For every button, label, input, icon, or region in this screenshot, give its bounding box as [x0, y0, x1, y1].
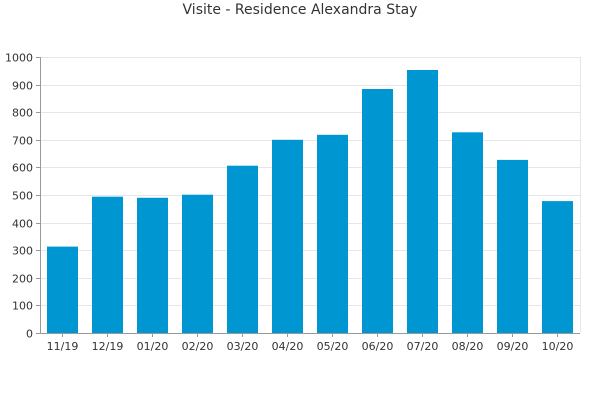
bar — [407, 70, 438, 333]
y-tick-label: 700 — [12, 135, 33, 148]
x-tick-label: 11/19 — [47, 340, 79, 353]
x-tick-label: 01/20 — [137, 340, 169, 353]
bar — [272, 139, 303, 333]
x-tick-label: 05/20 — [317, 340, 349, 353]
x-tick-label: 06/20 — [362, 340, 394, 353]
x-tick-label: 04/20 — [272, 340, 304, 353]
y-tick-label: 900 — [12, 80, 33, 93]
bar — [92, 196, 123, 333]
y-tick-label: 1000 — [5, 52, 33, 65]
bar — [182, 194, 213, 333]
bar — [362, 89, 393, 333]
y-tick-label: 100 — [12, 300, 33, 313]
y-tick-label: 200 — [12, 273, 33, 286]
bar — [542, 201, 573, 333]
y-tick-label: 600 — [12, 162, 33, 175]
bar — [452, 132, 483, 333]
bar — [497, 159, 528, 333]
y-tick-label: 0 — [26, 328, 33, 341]
x-tick-label: 12/19 — [92, 340, 124, 353]
x-tick-label: 03/20 — [227, 340, 259, 353]
x-tick-label: 02/20 — [182, 340, 214, 353]
y-tick-label: 300 — [12, 245, 33, 258]
y-tick-label: 500 — [12, 190, 33, 203]
chart-title: Visite - Residence Alexandra Stay — [182, 2, 418, 18]
bar — [47, 246, 78, 333]
y-tick-label: 800 — [12, 107, 33, 120]
x-tick-label: 08/20 — [452, 340, 484, 353]
x-tick-label: 09/20 — [497, 340, 529, 353]
y-tick-label: 400 — [12, 218, 33, 231]
bar — [317, 134, 348, 333]
bar — [137, 197, 168, 333]
bar — [227, 165, 258, 333]
x-tick-label: 07/20 — [407, 340, 439, 353]
x-tick-label: 10/20 — [542, 340, 574, 353]
